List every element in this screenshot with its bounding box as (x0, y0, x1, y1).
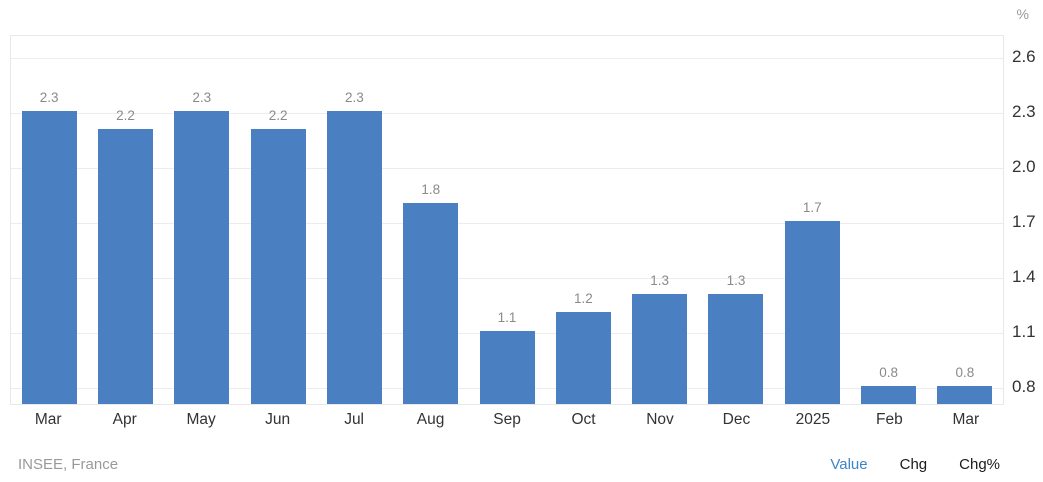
bar (784, 221, 840, 404)
bar-slot: 2.3 (316, 36, 392, 404)
y-axis-tick-label: 0.8 (1012, 377, 1036, 396)
x-axis-labels: Mar Apr May Jun Jul Aug Sep Oct Nov Dec 2025 Feb Mar (10, 411, 1004, 429)
bar-slot: 1.3 (622, 36, 698, 404)
x-axis-tick-label: Oct (571, 411, 596, 428)
y-axis-tick-label: 1.7 (1012, 212, 1036, 231)
y-axis-unit-label: % (1016, 6, 1029, 22)
x-axis-tick-label: Jul (344, 411, 365, 428)
bar (632, 294, 688, 404)
bar-value-label: 2.3 (345, 90, 364, 105)
footer-link-chg[interactable]: Chg% (959, 456, 1000, 473)
bar (479, 331, 535, 404)
footer: INSEE, France Value Chg Chg% (18, 456, 1000, 473)
bar-slot: 0.8 (927, 36, 1003, 404)
bar-value-label: 0.8 (879, 365, 898, 380)
x-axis-tick-label: Mar (952, 411, 980, 428)
bar (97, 129, 153, 404)
bar-slot: 2.3 (11, 36, 87, 404)
bar (326, 111, 382, 404)
bar (403, 203, 459, 404)
bar (21, 111, 77, 404)
source-label: INSEE, France (18, 456, 119, 473)
footer-link-value[interactable]: Value (830, 456, 868, 473)
bar (174, 111, 230, 404)
bar-slot: 1.1 (469, 36, 545, 404)
bar-value-label: 1.8 (421, 182, 441, 197)
bar-slot: 1.2 (545, 36, 621, 404)
x-axis-tick-label: 2025 (795, 411, 831, 428)
bar-slot: 2.3 (164, 36, 240, 404)
gridline (11, 58, 1003, 59)
y-axis-tick-label: 2.3 (1012, 102, 1036, 121)
gridline (11, 168, 1003, 169)
bar-slot: 0.8 (850, 36, 926, 404)
bar-slot: 1.8 (393, 36, 469, 404)
bar-value-label: 1.3 (650, 273, 670, 288)
bar-value-label: 2.2 (116, 108, 135, 123)
gridline (11, 278, 1003, 279)
y-axis-tick-label: 1.1 (1012, 322, 1036, 341)
bar (555, 312, 611, 404)
x-axis-tick-label: Sep (493, 411, 521, 428)
bar (937, 386, 993, 404)
bar (861, 386, 917, 404)
gridline (11, 223, 1003, 224)
plot-area: 2.3 2.2 2.3 2.2 2.3 1.8 1.1 1.2 1.3 1.3 1.7 0.8 0.8 (10, 35, 1004, 405)
bar-value-label: 1.7 (802, 200, 822, 215)
footer-links: Value Chg Chg% (830, 456, 1000, 473)
bar-value-label: 1.3 (726, 273, 746, 288)
bar-slot: 2.2 (87, 36, 163, 404)
bar-value-label: 1.1 (497, 310, 517, 325)
bar (708, 294, 764, 404)
bar-value-label: 2.2 (268, 108, 288, 123)
bar-value-label: 0.8 (955, 365, 975, 380)
bar-value-label: 2.3 (192, 90, 212, 105)
gridline (11, 113, 1003, 114)
x-axis-tick-label: May (186, 411, 216, 428)
bar-slot: 2.2 (240, 36, 316, 404)
footer-link-chg[interactable]: Chg (899, 456, 928, 473)
y-axis-tick-label: 1.4 (1012, 267, 1036, 286)
x-axis-tick-label: Nov (646, 411, 674, 428)
x-axis-tick-label: Jun (265, 411, 291, 428)
bar-slot: 1.7 (774, 36, 850, 404)
x-axis-tick-label: Feb (876, 411, 903, 428)
bar (250, 129, 306, 404)
y-axis-tick-label: 2.0 (1012, 157, 1036, 176)
x-axis-tick-label: Dec (722, 411, 751, 428)
bar-slot: 1.3 (698, 36, 774, 404)
x-axis-tick-label: Aug (416, 411, 445, 428)
x-axis-tick-label: Apr (112, 411, 137, 428)
x-axis-tick-label: Mar (34, 411, 62, 428)
bars-container: 2.3 2.2 2.3 2.2 2.3 1.8 1.1 1.2 1.3 1.3 1.7 0.8 0.8 (11, 36, 1003, 404)
y-axis-labels: 2.6 2.3 2.0 1.7 1.4 1.1 0.8 (1010, 35, 1043, 405)
bar-value-label: 2.3 (39, 90, 59, 105)
y-axis-tick-label: 2.6 (1012, 47, 1036, 66)
bar-value-label: 1.2 (573, 291, 593, 306)
